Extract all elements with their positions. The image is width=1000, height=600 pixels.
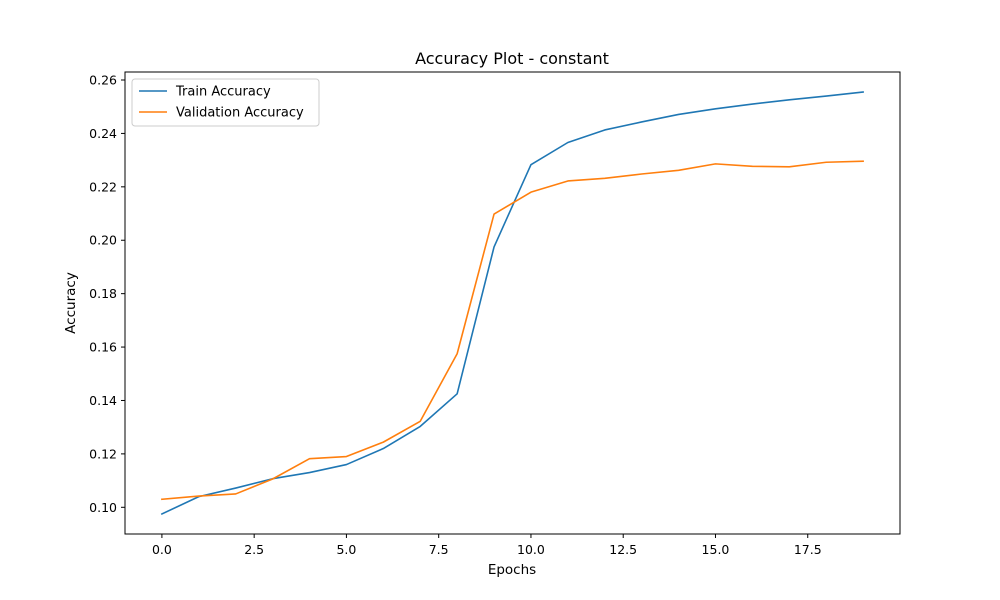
y-tick-label: 0.16: [89, 340, 117, 355]
series-lines: [160, 91, 864, 516]
y-axis-label: Accuracy: [63, 272, 79, 334]
x-axis-label: Epochs: [488, 562, 536, 578]
x-tick-label: 15.0: [702, 542, 730, 557]
legend: Train Accuracy Validation Accuracy: [131, 78, 320, 127]
y-axis-ticks: 0.10 0.12 0.14 0.16 0.18 0.20 0.22 0.24 0.26: [89, 73, 125, 515]
legend-label: Validation Accuracy: [176, 106, 304, 121]
legend-box: [131, 78, 320, 127]
y-tick-label: 0.22: [89, 179, 117, 194]
y-tick-label: 0.24: [89, 126, 117, 141]
y-tick-label: 0.26: [89, 73, 117, 88]
x-axis-ticks: 0.0 2.5 5.0 7.5 10.0 12.5 15.0 17.5: [152, 534, 822, 557]
x-tick-label: 12.5: [609, 542, 637, 557]
plot-area-frame: [124, 71, 901, 535]
x-tick-label: 0.0: [152, 542, 172, 557]
legend-label: Train Accuracy: [175, 85, 271, 100]
x-tick-label: 17.5: [794, 542, 822, 557]
y-tick-label: 0.10: [89, 500, 117, 515]
x-tick-label: 7.5: [429, 542, 449, 557]
y-tick-label: 0.20: [89, 233, 117, 248]
y-tick-label: 0.14: [89, 393, 117, 408]
x-tick-label: 2.5: [244, 542, 264, 557]
y-tick-label: 0.12: [89, 446, 117, 461]
x-tick-label: 10.0: [517, 542, 545, 557]
x-tick-label: 5.0: [336, 542, 356, 557]
chart-title: Accuracy Plot - constant: [415, 49, 609, 68]
y-tick-label: 0.18: [89, 286, 117, 301]
series-line-validation-accuracy: [161, 160, 864, 501]
series-line-train-accuracy: [160, 91, 864, 516]
